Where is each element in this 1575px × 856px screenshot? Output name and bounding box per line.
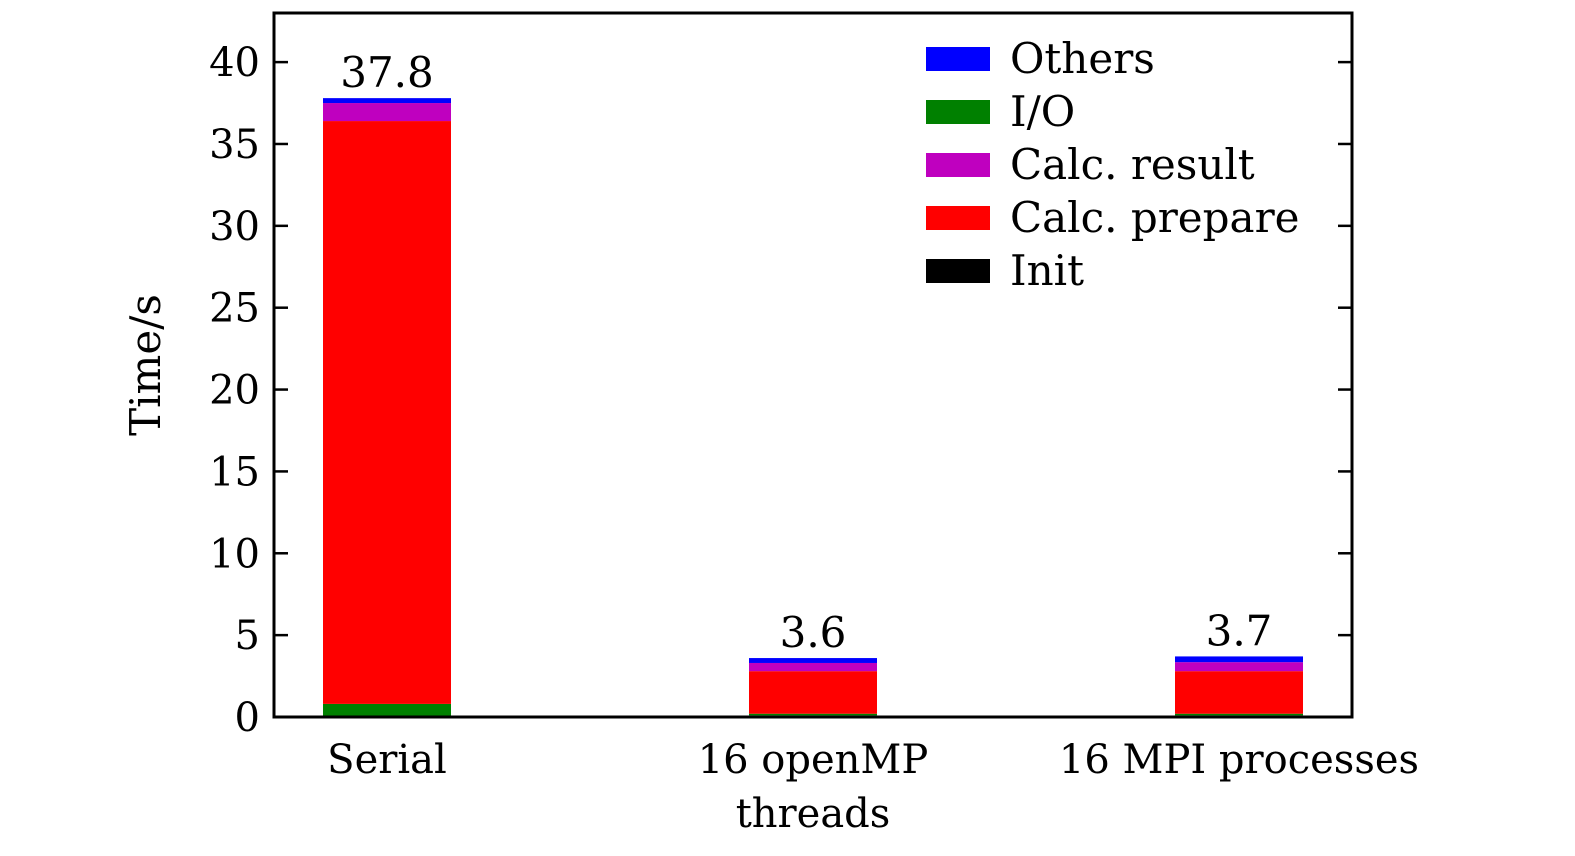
- y-tick-label: 20: [209, 368, 260, 414]
- bars-layer: [323, 98, 1303, 717]
- bar-segment-i-o: [749, 713, 877, 716]
- bar-segment-i-o: [1175, 713, 1303, 716]
- legend-swatch: [926, 153, 990, 177]
- x-category-label: 16 MPI processes: [1059, 737, 1419, 783]
- y-axis-title: Time/s: [121, 294, 170, 436]
- x-category-label: threads: [736, 791, 891, 837]
- y-tick-label: 25: [209, 286, 260, 332]
- y-tick-label: 10: [209, 531, 260, 577]
- x-category-label: Serial: [327, 737, 447, 783]
- y-tick-label: 5: [235, 613, 260, 659]
- y-tick-label: 15: [209, 449, 260, 495]
- y-tick-label: 0: [235, 695, 260, 741]
- x-axis: Serial 16 openMP threads 16 MPI processes: [327, 737, 1419, 837]
- y-tick-label: 40: [209, 40, 260, 86]
- legend-label: Init: [1010, 246, 1084, 295]
- legend-swatch: [926, 100, 990, 124]
- bar-segment-calc-prepare: [749, 671, 877, 714]
- legend-swatch: [926, 47, 990, 71]
- bar-segment-i-o: [323, 703, 451, 717]
- bar-segment-others: [323, 98, 451, 104]
- legend-swatch: [926, 206, 990, 230]
- plot-frame: [272, 11, 1354, 719]
- bar-segment-calc-result: [323, 103, 451, 122]
- bar-segment-calc-prepare: [1175, 671, 1303, 714]
- legend-label: Calc. result: [1010, 140, 1255, 189]
- legend-swatch: [926, 259, 990, 283]
- bar-segment-calc-prepare: [323, 121, 451, 704]
- x-category-label: 16 openMP: [698, 737, 929, 783]
- bar-segment-calc-result: [749, 662, 877, 672]
- bar-segment-others: [1175, 656, 1303, 663]
- y-tick-label: 30: [209, 204, 260, 250]
- total-label: 3.6: [780, 608, 847, 657]
- bar-segment-others: [749, 658, 877, 663]
- y-tick-label: 35: [209, 122, 260, 168]
- total-labels-layer: 37.8 3.6 3.7: [340, 48, 1272, 657]
- y-axis: 0 5 10 15 20 25 30 35 40: [209, 40, 1352, 741]
- total-label: 3.7: [1206, 606, 1273, 655]
- legend-label: Calc. prepare: [1010, 193, 1300, 242]
- legend-label: Others: [1010, 34, 1155, 83]
- legend-label: I/O: [1010, 87, 1075, 136]
- total-label: 37.8: [340, 48, 434, 97]
- bar-segment-calc-result: [1175, 662, 1303, 672]
